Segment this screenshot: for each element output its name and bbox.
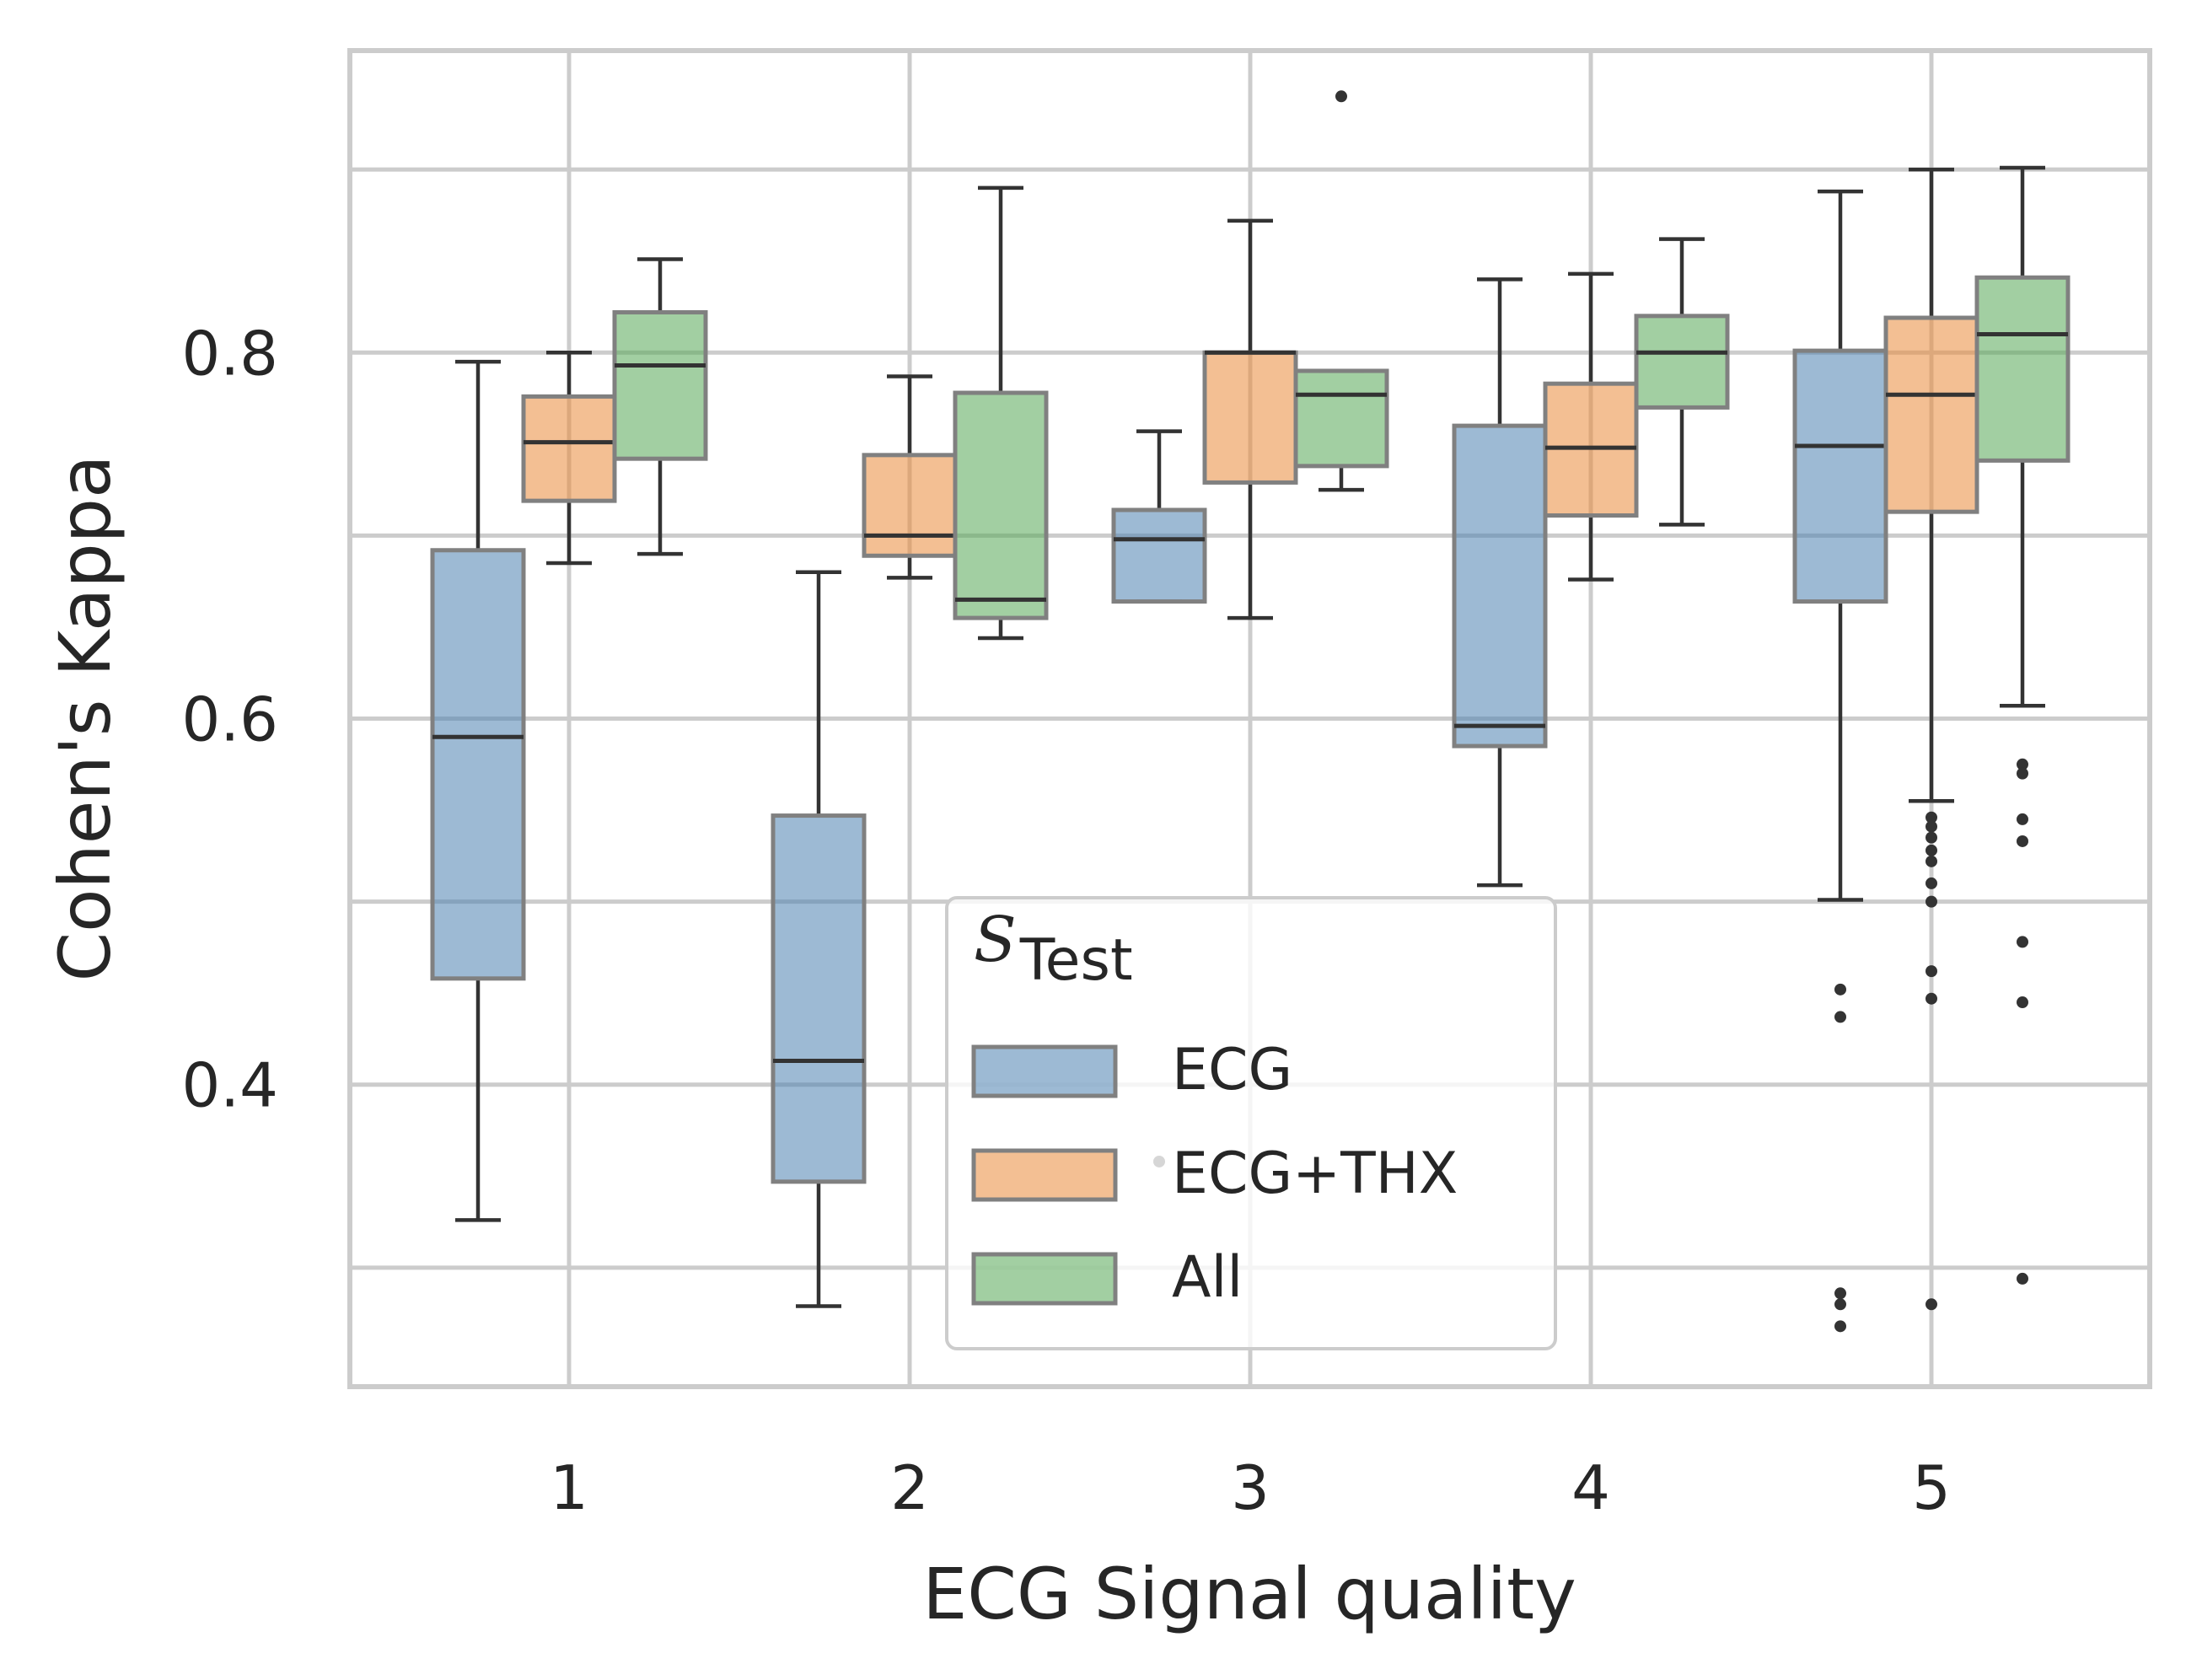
box-body (862, 453, 958, 558)
box-All-1 (612, 257, 708, 556)
box-body (1883, 315, 1979, 514)
box-body (1293, 368, 1389, 469)
legend-frame (945, 896, 1557, 1350)
outlier-point (1926, 855, 1937, 867)
box-ECG-5 (1792, 189, 1888, 1333)
outlier-point (1834, 983, 1846, 996)
box-ECG+THX-1 (521, 351, 617, 566)
y-axis-ticks: 0.4 0.6 0.8 (181, 318, 278, 1120)
x-axis-ticks: 1 2 3 4 5 (550, 1452, 1951, 1523)
outlier-point (1335, 90, 1347, 103)
x-tick-label: 1 (550, 1452, 588, 1523)
outlier-point (1926, 877, 1937, 889)
box-group (430, 90, 2071, 1333)
x-tick-label: 3 (1231, 1452, 1270, 1523)
box-body (430, 548, 526, 981)
legend-label: ECG (1172, 1037, 1292, 1103)
outlier-point (1926, 831, 1937, 844)
outlier-point (1926, 811, 1937, 824)
x-tick-label: 4 (1571, 1452, 1610, 1523)
legend-title: S Test (974, 904, 1133, 994)
y-tick-label: 0.4 (181, 1050, 278, 1121)
box-All-2 (953, 185, 1049, 641)
box-ECG-3 (1111, 429, 1207, 1167)
legend-label: ECG+THX (1172, 1141, 1458, 1207)
legend-label: All (1172, 1244, 1243, 1311)
box-body (1974, 275, 2071, 463)
outlier-point (2017, 767, 2028, 780)
x-tick-label: 2 (890, 1452, 929, 1523)
outlier-point (1926, 965, 1937, 978)
outlier-point (2017, 835, 2028, 847)
box-body (1111, 507, 1207, 604)
box-ECG-4 (1452, 277, 1548, 888)
outlier-point (2017, 758, 2028, 770)
box-body (612, 309, 708, 461)
x-axis-label: ECG Signal quality (922, 1553, 1576, 1635)
outlier-point (2017, 936, 2028, 948)
outlier-point (1834, 1287, 1846, 1300)
box-body (1634, 314, 1730, 410)
box-All-4 (1634, 237, 1730, 527)
box-body (771, 813, 867, 1184)
box-ECG+THX-5 (1883, 167, 1979, 1311)
outlier-point (1834, 1011, 1846, 1023)
outlier-point (1926, 1298, 1937, 1311)
box-All-3 (1293, 90, 1389, 492)
box-ECG-1 (430, 359, 526, 1222)
box-ECG+THX-4 (1543, 271, 1639, 582)
outlier-point (1926, 844, 1937, 856)
legend-swatch-ECG+THX (971, 1148, 1118, 1202)
outlier-point (2017, 996, 2028, 1009)
y-axis-label: Cohen's Kappa (44, 455, 126, 982)
outlier-point (2017, 1272, 2028, 1285)
outlier-point (2017, 813, 2028, 825)
y-tick-label: 0.6 (181, 684, 278, 755)
x-tick-label: 5 (1912, 1452, 1951, 1523)
box-body (521, 394, 617, 503)
outlier-point (1926, 895, 1937, 908)
box-body (1202, 350, 1298, 485)
legend-swatch-All (971, 1252, 1118, 1306)
box-ECG-2 (771, 570, 867, 1308)
outlier-point (1926, 820, 1937, 833)
box-body (953, 390, 1049, 620)
box-All-5 (1974, 165, 2071, 1285)
box-body (1452, 423, 1548, 749)
box-body (1792, 348, 1888, 604)
outlier-point (1926, 992, 1937, 1005)
legend: S Test ECG ECG+THX All (945, 896, 1557, 1350)
outlier-point (1834, 1298, 1846, 1311)
y-tick-label: 0.8 (181, 318, 278, 389)
outlier-point (1834, 1320, 1846, 1333)
legend-swatch-ECG (971, 1044, 1118, 1098)
